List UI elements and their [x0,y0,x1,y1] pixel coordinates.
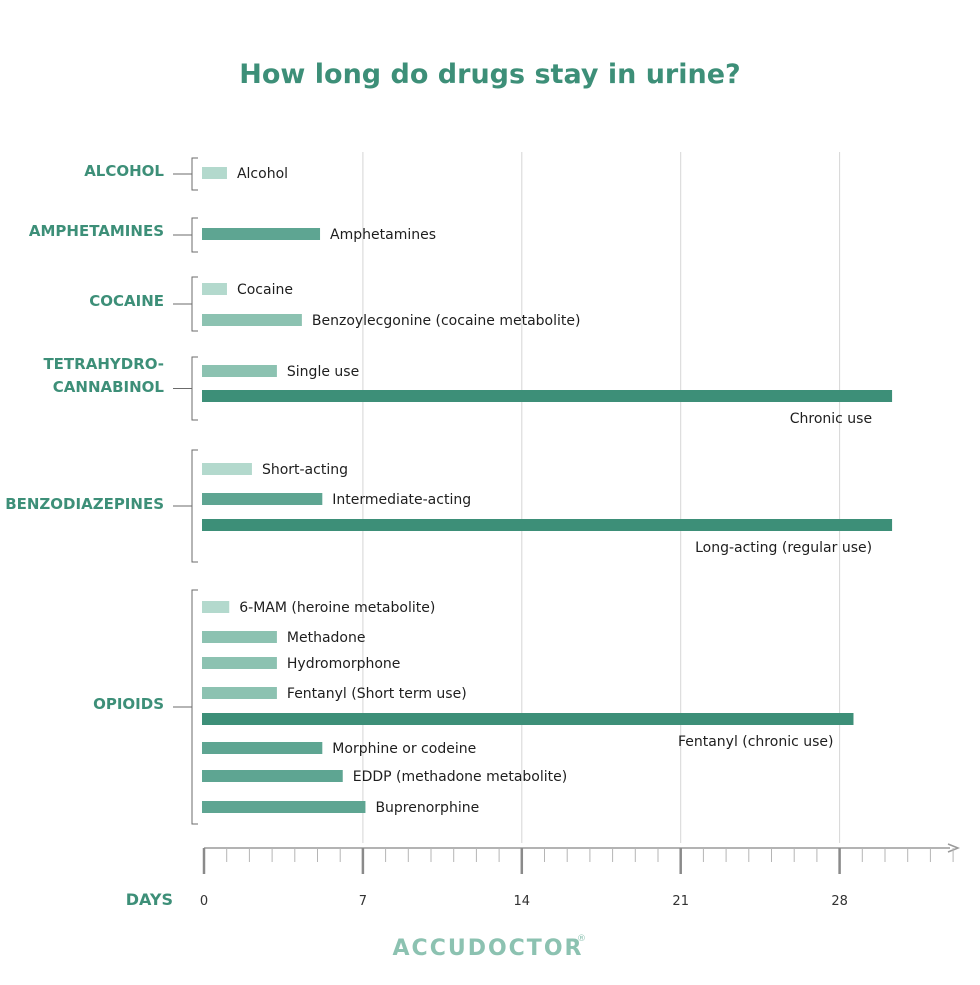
bar-label-2-1: Benzoylecgonine (cocaine metabolite) [312,313,581,329]
bar-1-0 [202,228,321,240]
bar-5-6 [202,770,343,782]
bar-5-5 [202,742,323,754]
bar-label-5-2: Hydromorphone [287,656,400,672]
bar-5-4 [202,713,854,725]
bar-label-5-1: Methadone [287,630,366,646]
bar-label-4-0: Short-acting [262,462,348,478]
chart-title: How long do drugs stay in urine? [239,59,740,90]
bar-3-0 [202,365,277,377]
group-label-5: OPIOIDS [93,695,164,713]
bar-label-4-1: Intermediate-acting [332,492,471,508]
group-label-4: BENZODIAZEPINES [5,495,164,513]
bar-3-1 [202,390,893,402]
x-tick-label-0: 0 [200,894,208,909]
axis-layer: 0 7 14 21 28 [200,843,961,909]
bar-4-0 [202,463,252,475]
bar-label-5-3: Fentanyl (Short term use) [287,686,467,702]
bar-2-0 [202,283,227,295]
group-label-2: COCAINE [89,292,164,310]
bar-2-1 [202,314,302,326]
bar-5-2 [202,657,277,669]
group-label-1: AMPHETAMINES [29,222,164,240]
bar-label-1-0: Amphetamines [330,227,436,243]
bars-layer [202,167,893,813]
group-bracket-0 [191,157,198,191]
x-axis-title: DAYS [126,890,173,909]
labels-layer: Alcohol Amphetamines Cocaine Benzoylecgonin… [237,166,872,816]
bar-label-5-4: Fentanyl (chronic use) [678,734,834,750]
bar-4-1 [202,493,323,505]
bar-5-3 [202,687,277,699]
grid-layer [362,152,841,843]
bar-4-2 [202,519,893,531]
group-bracket-3 [191,356,198,421]
bar-label-5-6: EDDP (methadone metabolite) [353,769,567,785]
registered-mark: ® [577,934,586,944]
group-bracket-1 [191,217,198,253]
bar-5-1 [202,631,277,643]
bar-label-5-0: 6-MAM (heroine metabolite) [239,600,435,616]
bar-label-2-0: Cocaine [237,282,293,298]
bar-5-0 [202,601,230,613]
logo-text: ACCUDOCTOR [393,936,584,961]
brand-logo: ACCUDOCTOR ® [393,934,586,961]
bar-label-3-1: Chronic use [790,411,872,427]
x-tick-label-28: 28 [831,894,848,909]
bar-label-5-5: Morphine or codeine [332,741,476,757]
group-bracket-5 [191,589,198,825]
bar-0-0 [202,167,227,179]
group-label-line-3-0: TETRAHYDRO- [43,355,164,373]
group-bracket-4 [191,449,198,563]
group-bracket-2 [191,276,198,332]
bar-5-7 [202,801,366,813]
groups-layer: ALCOHOL AMPHETAMINES COCAINE TETRAHYDRO- CAN… [5,157,198,825]
x-tick-label-14: 14 [514,894,531,909]
x-tick-label-7: 7 [359,894,367,909]
group-label-3: TETRAHYDRO- CANNABINOL [43,355,164,396]
group-label-line-3-1: CANNABINOL [53,378,165,396]
bar-label-3-0: Single use [287,364,359,380]
x-axis-arrow [947,843,961,853]
bar-label-4-2: Long-acting (regular use) [695,540,872,556]
group-label-0: ALCOHOL [84,162,164,180]
bar-label-5-7: Buprenorphine [375,800,479,816]
x-tick-label-21: 21 [672,894,689,909]
bar-label-0-0: Alcohol [237,166,288,182]
